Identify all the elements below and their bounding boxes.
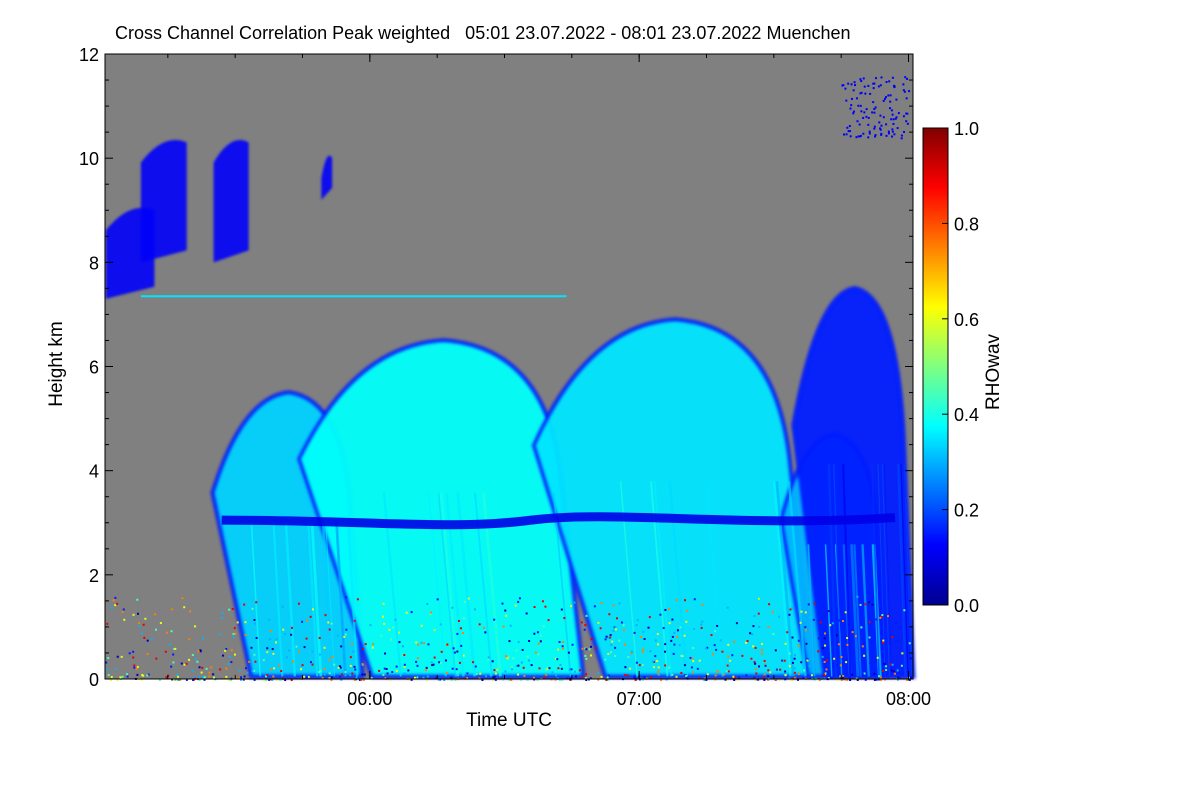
colorbar-gradient bbox=[922, 127, 949, 606]
x-axis: 06:00 07:00 08:00 bbox=[167, 54, 931, 709]
colorbar-label: RHOwav bbox=[983, 333, 1004, 410]
x-tick-label: 06:00 bbox=[347, 689, 392, 709]
y-tick-label: 8 bbox=[89, 253, 99, 273]
cirrus-patch bbox=[140, 140, 187, 263]
colorbar-tick-label: 0.2 bbox=[954, 501, 979, 521]
colorbar-tick-label: 0.6 bbox=[954, 310, 979, 330]
y-tick-label: 0 bbox=[89, 670, 99, 690]
colorbar-tick-label: 0.8 bbox=[954, 214, 979, 234]
x-tick-label: 08:00 bbox=[886, 689, 931, 709]
x-axis-label: Time UTC bbox=[466, 710, 552, 731]
melting-layer bbox=[221, 512, 896, 530]
y-tick-label: 12 bbox=[79, 45, 99, 65]
y-tick-label: 2 bbox=[89, 566, 99, 586]
y-tick-label: 6 bbox=[89, 358, 99, 378]
colorbar: 0.0 0.2 0.4 0.6 0.8 1.0 RHOwav bbox=[922, 119, 1004, 616]
colorbar-ticks: 0.0 0.2 0.4 0.6 0.8 1.0 bbox=[942, 119, 979, 616]
colorbar-tick-label: 0.4 bbox=[954, 405, 979, 425]
plot-area bbox=[104, 53, 916, 681]
colorbar-tick-label: 0.0 bbox=[954, 596, 979, 616]
colorbar-tick-label: 1.0 bbox=[954, 119, 979, 139]
y-tick-label: 10 bbox=[79, 149, 99, 169]
y-axis-label: Height km bbox=[46, 321, 67, 407]
cirrus-patch bbox=[321, 155, 333, 200]
x-tick-label: 07:00 bbox=[617, 689, 662, 709]
y-tick-label: 4 bbox=[89, 462, 99, 482]
cloud-column bbox=[793, 288, 914, 677]
chart-title: Cross Channel Correlation Peak weighted … bbox=[115, 23, 851, 43]
heatmap-layer bbox=[105, 76, 916, 681]
cirrus-patch bbox=[213, 140, 249, 263]
y-axis: 0 2 4 6 8 10 12 bbox=[79, 45, 913, 690]
